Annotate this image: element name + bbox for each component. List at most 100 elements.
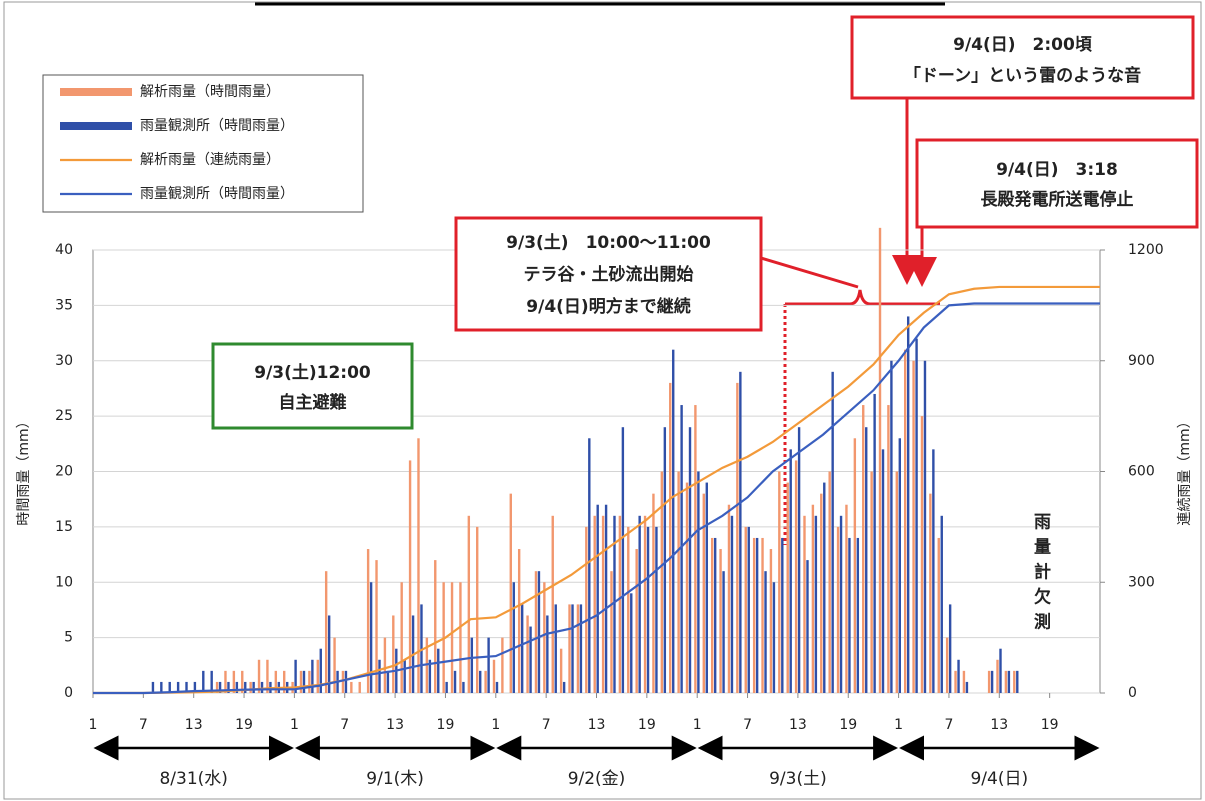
x-tick-label: 19 [839, 717, 857, 733]
x-tick-label: 7 [743, 717, 752, 733]
bar [945, 637, 949, 693]
bar [932, 449, 935, 693]
bar [823, 482, 826, 693]
bar [244, 681, 247, 693]
bar [781, 537, 784, 693]
bar [576, 604, 580, 693]
bar [898, 438, 901, 693]
bar [324, 571, 328, 693]
x-tick-label: 13 [789, 717, 807, 733]
bar [747, 526, 750, 693]
day-label: 9/3(土) [769, 769, 827, 789]
bar [375, 560, 378, 693]
bar [957, 659, 960, 693]
day-label: 9/1(木) [366, 769, 424, 789]
connector [760, 256, 859, 289]
bar [705, 482, 708, 693]
bar [341, 670, 345, 693]
bar [484, 670, 487, 693]
bar [596, 504, 599, 693]
bar [848, 537, 851, 693]
y2-tick-label: 300 [1128, 574, 1155, 590]
bar [593, 515, 596, 693]
bar [378, 659, 381, 693]
bar [811, 504, 815, 693]
bar [319, 648, 322, 693]
bar [568, 604, 571, 693]
bar [853, 438, 857, 693]
bar [845, 504, 848, 693]
bar [736, 382, 739, 693]
y2-tick-label: 900 [1128, 353, 1155, 369]
bar [434, 560, 437, 693]
bar [1013, 670, 1016, 693]
bar [836, 526, 840, 693]
bar [903, 349, 907, 693]
x-tick-label: 7 [542, 717, 551, 733]
bar [509, 493, 512, 693]
bar [160, 681, 163, 693]
legend-swatch [60, 122, 132, 130]
x-tick-label: 7 [944, 717, 953, 733]
bar [937, 537, 940, 693]
bar [559, 648, 563, 693]
legend-label: 解析雨量（連続雨量） [140, 151, 280, 168]
x-tick-label: 13 [588, 717, 606, 733]
bar [601, 515, 605, 693]
bar [299, 670, 303, 693]
bar [694, 405, 697, 693]
bar [554, 604, 557, 693]
bar [929, 493, 932, 693]
bar [999, 648, 1002, 693]
bar [920, 416, 924, 693]
bar [487, 637, 490, 693]
bar [990, 670, 994, 693]
bar [856, 537, 860, 693]
bar [954, 670, 957, 693]
bar [618, 515, 622, 693]
bar [571, 604, 574, 693]
bar [739, 371, 742, 693]
bar [870, 471, 873, 693]
bar [168, 681, 171, 693]
bar [831, 371, 834, 693]
bar [778, 471, 781, 693]
x-tick-label: 19 [437, 717, 455, 733]
bar [459, 582, 462, 693]
annotation-text: 9/4(日) 3:18 [996, 160, 1118, 180]
annotation-text: 9/3(土)12:00 [254, 362, 371, 383]
annotation-text: 「ドーン」という雷のような音 [904, 65, 1141, 86]
bar [369, 582, 373, 693]
x-tick-label: 1 [89, 717, 98, 733]
bar [517, 549, 521, 693]
bar [176, 681, 180, 693]
bar [543, 582, 546, 693]
x-tick-label: 19 [1041, 717, 1059, 733]
bar [403, 659, 406, 693]
bar [202, 670, 205, 693]
bar [613, 515, 616, 693]
bar [492, 659, 496, 693]
bar [719, 549, 722, 693]
x-tick-label: 13 [386, 717, 404, 733]
line [93, 302, 1100, 695]
bar [814, 515, 818, 693]
bar [257, 659, 261, 693]
bar [887, 405, 890, 693]
bar [610, 571, 613, 693]
y-tick-label: 10 [55, 574, 73, 590]
bar [604, 504, 608, 693]
y-tick-label: 35 [55, 297, 73, 313]
bar [730, 515, 734, 693]
bar [392, 615, 395, 693]
day-label: 9/2(金) [568, 769, 626, 789]
bar [241, 670, 244, 693]
bar [789, 449, 792, 693]
bar [652, 493, 655, 693]
bar [274, 670, 278, 693]
bar [470, 637, 474, 693]
y2-tick-label: 1200 [1128, 242, 1164, 258]
bar [915, 338, 918, 693]
bar [383, 637, 387, 693]
